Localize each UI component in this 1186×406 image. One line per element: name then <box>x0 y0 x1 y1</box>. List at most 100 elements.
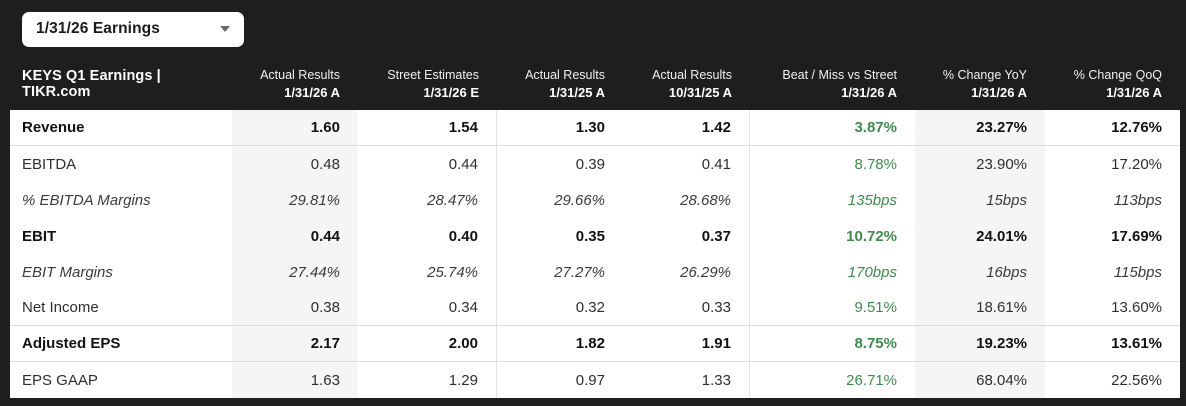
metric-label: EPS GAAP <box>22 371 98 389</box>
value-cell: 27.44% <box>232 254 358 290</box>
value-cell: 135bps <box>847 191 897 209</box>
value-cell: 1.54 <box>358 110 497 145</box>
value-cell: 17.20% <box>1111 155 1162 173</box>
header-col-date: 1/31/26 A <box>1106 84 1162 100</box>
value-cell: 1.60 <box>232 110 358 145</box>
value-cell: 26.29% <box>623 254 750 290</box>
value-cell: 17.69% <box>1111 227 1162 245</box>
value-cell: 115bps <box>1113 263 1162 281</box>
value-cell: 0.38 <box>232 290 358 325</box>
header-col-7: % Change QoQ 1/31/26 A <box>1045 66 1180 103</box>
value-cell: 29.81% <box>232 182 358 218</box>
value-cell: 1.33 <box>623 362 750 398</box>
value-cell: 26.71% <box>846 371 897 389</box>
value-cell: 25.74% <box>358 254 497 290</box>
value-cell: 0.35 <box>575 227 605 245</box>
value-cell: 1.30 <box>575 119 605 136</box>
value-cell: 15bps <box>915 182 1045 218</box>
header-col-metric: Actual Results <box>525 67 605 82</box>
value-cell: 1.63 <box>232 362 358 398</box>
value-cell: 23.27% <box>915 110 1045 145</box>
metric-label: % EBITDA Margins <box>22 191 151 209</box>
header-col-date: 1/31/26 E <box>423 84 479 100</box>
value-cell: 0.44 <box>232 218 358 254</box>
top-bar: 1/31/26 Earnings <box>10 0 1180 58</box>
header-col-metric: Actual Results <box>652 67 732 82</box>
value-cell: 13.61% <box>1111 335 1162 352</box>
header-col-date: 1/31/26 A <box>971 84 1027 100</box>
value-cell: 18.61% <box>915 290 1045 325</box>
value-cell: 8.75% <box>854 335 897 352</box>
value-cell: 0.33 <box>623 290 750 325</box>
metric-label: EBIT <box>22 227 57 245</box>
value-cell: 28.68% <box>623 182 750 218</box>
metric-label: Net Income <box>22 299 99 316</box>
header-col-4: Actual Results 10/31/25 A <box>623 66 750 103</box>
metric-row: Adjusted EPS 2.17 2.00 1.82 1.91 8.75% 19.23% 1… <box>10 326 1180 362</box>
metric-row: Net Income 0.38 0.34 0.32 0.33 9.51% 18.61% 13.… <box>10 290 1180 326</box>
metric-row: EBITDA 0.48 0.44 0.39 0.41 8.78% 23.90% 17.20% <box>10 146 1180 182</box>
header-col-metric: % Change QoQ <box>1073 67 1162 82</box>
value-cell: 0.37 <box>623 218 750 254</box>
earnings-table-body: Revenue 1.60 1.54 1.30 1.42 3.87% 23.27% 12.76%… <box>10 110 1180 398</box>
value-cell: 2.17 <box>232 326 358 361</box>
value-cell: 2.00 <box>358 326 497 361</box>
value-cell: 0.44 <box>358 146 497 182</box>
value-cell: 0.34 <box>358 290 497 325</box>
value-cell: 23.90% <box>915 146 1045 182</box>
header-col-6: % Change YoY 1/31/26 A <box>915 66 1045 103</box>
header-col-metric: % Change YoY <box>942 67 1027 82</box>
metric-label: Revenue <box>22 119 85 136</box>
header-col-2: Street Estimates 1/31/26 E <box>358 66 497 103</box>
metric-label: EBIT Margins <box>22 263 113 281</box>
value-cell: 28.47% <box>358 182 497 218</box>
header-col-1: Actual Results 1/31/26 A <box>232 66 358 103</box>
value-cell: 3.87% <box>854 119 897 136</box>
header-col-5: Beat / Miss vs Street 1/31/26 A <box>750 66 915 103</box>
value-cell: 1.82 <box>575 335 605 352</box>
header-col-date: 1/31/26 A <box>841 84 897 100</box>
metric-row: Revenue 1.60 1.54 1.30 1.42 3.87% 23.27% 12.76% <box>10 110 1180 146</box>
value-cell: 0.39 <box>575 155 605 173</box>
metric-row: EBIT 0.44 0.40 0.35 0.37 10.72% 24.01% 17.69% <box>10 218 1180 254</box>
value-cell: 27.27% <box>554 263 605 281</box>
value-cell: 10.72% <box>846 227 897 245</box>
period-dropdown[interactable]: 1/31/26 Earnings <box>22 11 244 47</box>
value-cell: 1.29 <box>358 362 497 398</box>
metric-label: Adjusted EPS <box>22 335 121 352</box>
value-cell: 22.56% <box>1111 371 1162 389</box>
metric-label: EBITDA <box>22 155 77 173</box>
value-cell: 24.01% <box>915 218 1045 254</box>
header-col-metric: Street Estimates <box>387 67 479 82</box>
value-cell: 16bps <box>915 254 1045 290</box>
metric-row: EBIT Margins 27.44% 25.74% 27.27% 26.29% 170b… <box>10 254 1180 290</box>
value-cell: 8.78% <box>854 155 897 173</box>
header-col-date: 10/31/25 A <box>668 84 732 100</box>
value-cell: 19.23% <box>915 326 1045 361</box>
period-dropdown-label: 1/31/26 Earnings <box>36 20 160 37</box>
value-cell: 68.04% <box>915 362 1045 398</box>
header-col-metric: Beat / Miss vs Street <box>782 67 897 82</box>
table-title: KEYS Q1 Earnings | TIKR.com <box>22 68 161 100</box>
value-cell: 0.40 <box>358 218 497 254</box>
chevron-down-icon <box>220 26 230 32</box>
value-cell: 9.51% <box>854 299 897 316</box>
value-cell: 1.42 <box>623 110 750 145</box>
value-cell: 29.66% <box>554 191 605 209</box>
value-cell: 0.41 <box>623 146 750 182</box>
value-cell: 12.76% <box>1111 119 1162 136</box>
value-cell: 0.97 <box>575 371 605 389</box>
value-cell: 113bps <box>1113 191 1162 209</box>
value-cell: 0.32 <box>575 299 605 316</box>
value-cell: 13.60% <box>1111 299 1162 316</box>
value-cell: 170bps <box>847 263 897 281</box>
table-header-row: KEYS Q1 Earnings | TIKR.com Actual Resul… <box>10 58 1180 110</box>
header-col-metric: Actual Results <box>260 67 340 82</box>
header-col-3: Actual Results 1/31/25 A <box>497 66 623 103</box>
header-col-date: 1/31/26 A <box>284 84 340 100</box>
metric-row: EPS GAAP 1.63 1.29 0.97 1.33 26.71% 68.04% 22.5… <box>10 362 1180 398</box>
value-cell: 1.91 <box>623 326 750 361</box>
metric-row: % EBITDA Margins 29.81% 28.47% 29.66% 28.68%… <box>10 182 1180 218</box>
value-cell: 0.48 <box>232 146 358 182</box>
